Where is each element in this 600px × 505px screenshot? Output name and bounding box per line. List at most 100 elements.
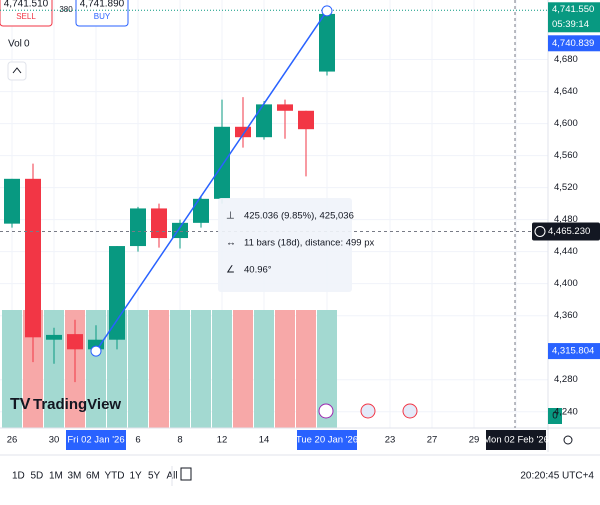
volume-axis-label: 0: [552, 411, 558, 422]
x-tick-label: Tue 20 Jan '26: [296, 435, 358, 446]
measure-handle[interactable]: [321, 5, 333, 17]
logo: TradingView: [33, 396, 121, 413]
volume-bar: [86, 310, 106, 428]
y-tick-label: 4,680: [554, 54, 578, 65]
sell-button[interactable]: [0, 0, 53, 27]
volume-bar: [170, 310, 190, 428]
y-tick-label: 4,280: [554, 374, 578, 385]
measure-text: 11 bars (18d), distance: 499 px: [244, 238, 375, 249]
last-price-label: 4,741.550: [552, 4, 594, 15]
y-tick-label: 4,360: [554, 310, 578, 321]
sell-label: SELL: [16, 12, 36, 21]
candle-body: [235, 126, 251, 138]
settings-icon[interactable]: [563, 435, 573, 445]
x-tick-label: 26: [7, 435, 18, 446]
vol-label: Vol: [8, 39, 22, 50]
x-tick-label: 8: [177, 435, 182, 446]
range-button[interactable]: 6M: [86, 471, 100, 482]
volume-bar: [149, 310, 169, 428]
last-price-tag: [548, 2, 600, 33]
volume-bar: [233, 310, 253, 428]
range-button[interactable]: 5Y: [148, 471, 161, 482]
volume-bar: [2, 310, 22, 428]
range-button[interactable]: YTD: [105, 471, 125, 482]
crosshair-tag: [532, 222, 600, 241]
candle-body: [130, 208, 146, 247]
x-tick-label: 6: [135, 435, 140, 446]
volume-bar: [212, 310, 232, 428]
volume-bar: [254, 310, 274, 428]
buy-button[interactable]: [75, 0, 129, 27]
volume-bar: [191, 310, 211, 428]
candle-body: [88, 339, 104, 350]
calendar-icon[interactable]: [180, 467, 192, 481]
volume-bar: [275, 310, 295, 428]
chevron-icon: [12, 67, 22, 74]
x-tick-highlight: [486, 430, 546, 450]
x-tick-highlight: [297, 430, 357, 450]
candle-body: [151, 208, 167, 239]
candle-body: [277, 104, 293, 111]
bid-price-tag: [548, 35, 600, 52]
candle-body: [214, 126, 230, 199]
measure-handle[interactable]: [90, 345, 102, 357]
countdown: 05:39:14: [552, 19, 589, 30]
y-tick-label: 4,640: [554, 86, 578, 97]
x-tick-label: 14: [259, 435, 270, 446]
candles: [4, 10, 335, 383]
candle-body: [319, 13, 335, 72]
event-icon[interactable]: [318, 403, 334, 419]
candle-body: [25, 178, 41, 338]
candle-body: [193, 198, 209, 223]
event-icon[interactable]: [360, 403, 376, 419]
volume-bar: [23, 310, 43, 428]
range-button[interactable]: 3M: [68, 471, 82, 482]
range-button[interactable]: 5D: [31, 471, 44, 482]
volume-bar: [296, 310, 316, 428]
candle-body: [46, 334, 62, 340]
crosshair-label: 4,465.230: [548, 226, 590, 237]
y-tick-label: 4,600: [554, 118, 578, 129]
sell-price: 4,741.510: [4, 0, 49, 10]
volume-bar: [317, 310, 337, 428]
measure-tooltip: [218, 198, 352, 292]
measure-icon: ∠: [226, 265, 235, 276]
range-button[interactable]: 1Y: [130, 471, 143, 482]
logo-mark: TV: [10, 396, 31, 413]
range-buttons: 1D 5D 1M 3M 6M YTD 1Y 5Y All: [12, 471, 178, 482]
collapse-button[interactable]: [7, 61, 27, 81]
x-tick-label: 27: [427, 435, 438, 446]
volume-axis-tag: [548, 408, 562, 424]
spread: 380: [59, 5, 73, 14]
y-tick-label: 4,240: [554, 406, 578, 417]
measure-line: [95, 10, 328, 352]
measure-text: 425.036 (9.85%), 425,036: [244, 211, 354, 222]
x-tick-label: Mon 02 Feb '26: [483, 435, 549, 446]
candle-body: [67, 334, 83, 350]
measure-from-label: 4,315.804: [552, 346, 594, 357]
buy-price: 4,741.890: [80, 0, 125, 10]
measure-text: 40.96°: [244, 265, 272, 276]
x-tick-label: 12: [217, 435, 228, 446]
y-tick-label: 4,480: [554, 214, 578, 225]
range-button[interactable]: 1M: [49, 471, 63, 482]
candle-body: [4, 178, 20, 224]
candle-body: [298, 110, 314, 130]
x-tick-label: 23: [385, 435, 396, 446]
vol-value: 0: [24, 39, 30, 50]
x-tick-label: 29: [469, 435, 480, 446]
buy-label: BUY: [94, 12, 111, 21]
measure-from-tag: [548, 343, 600, 360]
x-tick-label: 30: [49, 435, 60, 446]
y-tick-label: 4,560: [554, 150, 578, 161]
candle-body: [109, 246, 125, 340]
bid-price-label: 4,740.839: [552, 38, 594, 49]
y-tick-label: 4,440: [554, 246, 578, 257]
range-button[interactable]: 1D: [12, 471, 25, 482]
event-icon[interactable]: [402, 403, 418, 419]
x-tick-label: Fri 02 Jan '26: [67, 435, 124, 446]
crosshair-plus[interactable]: [534, 225, 546, 237]
x-tick-highlight: [66, 430, 126, 450]
